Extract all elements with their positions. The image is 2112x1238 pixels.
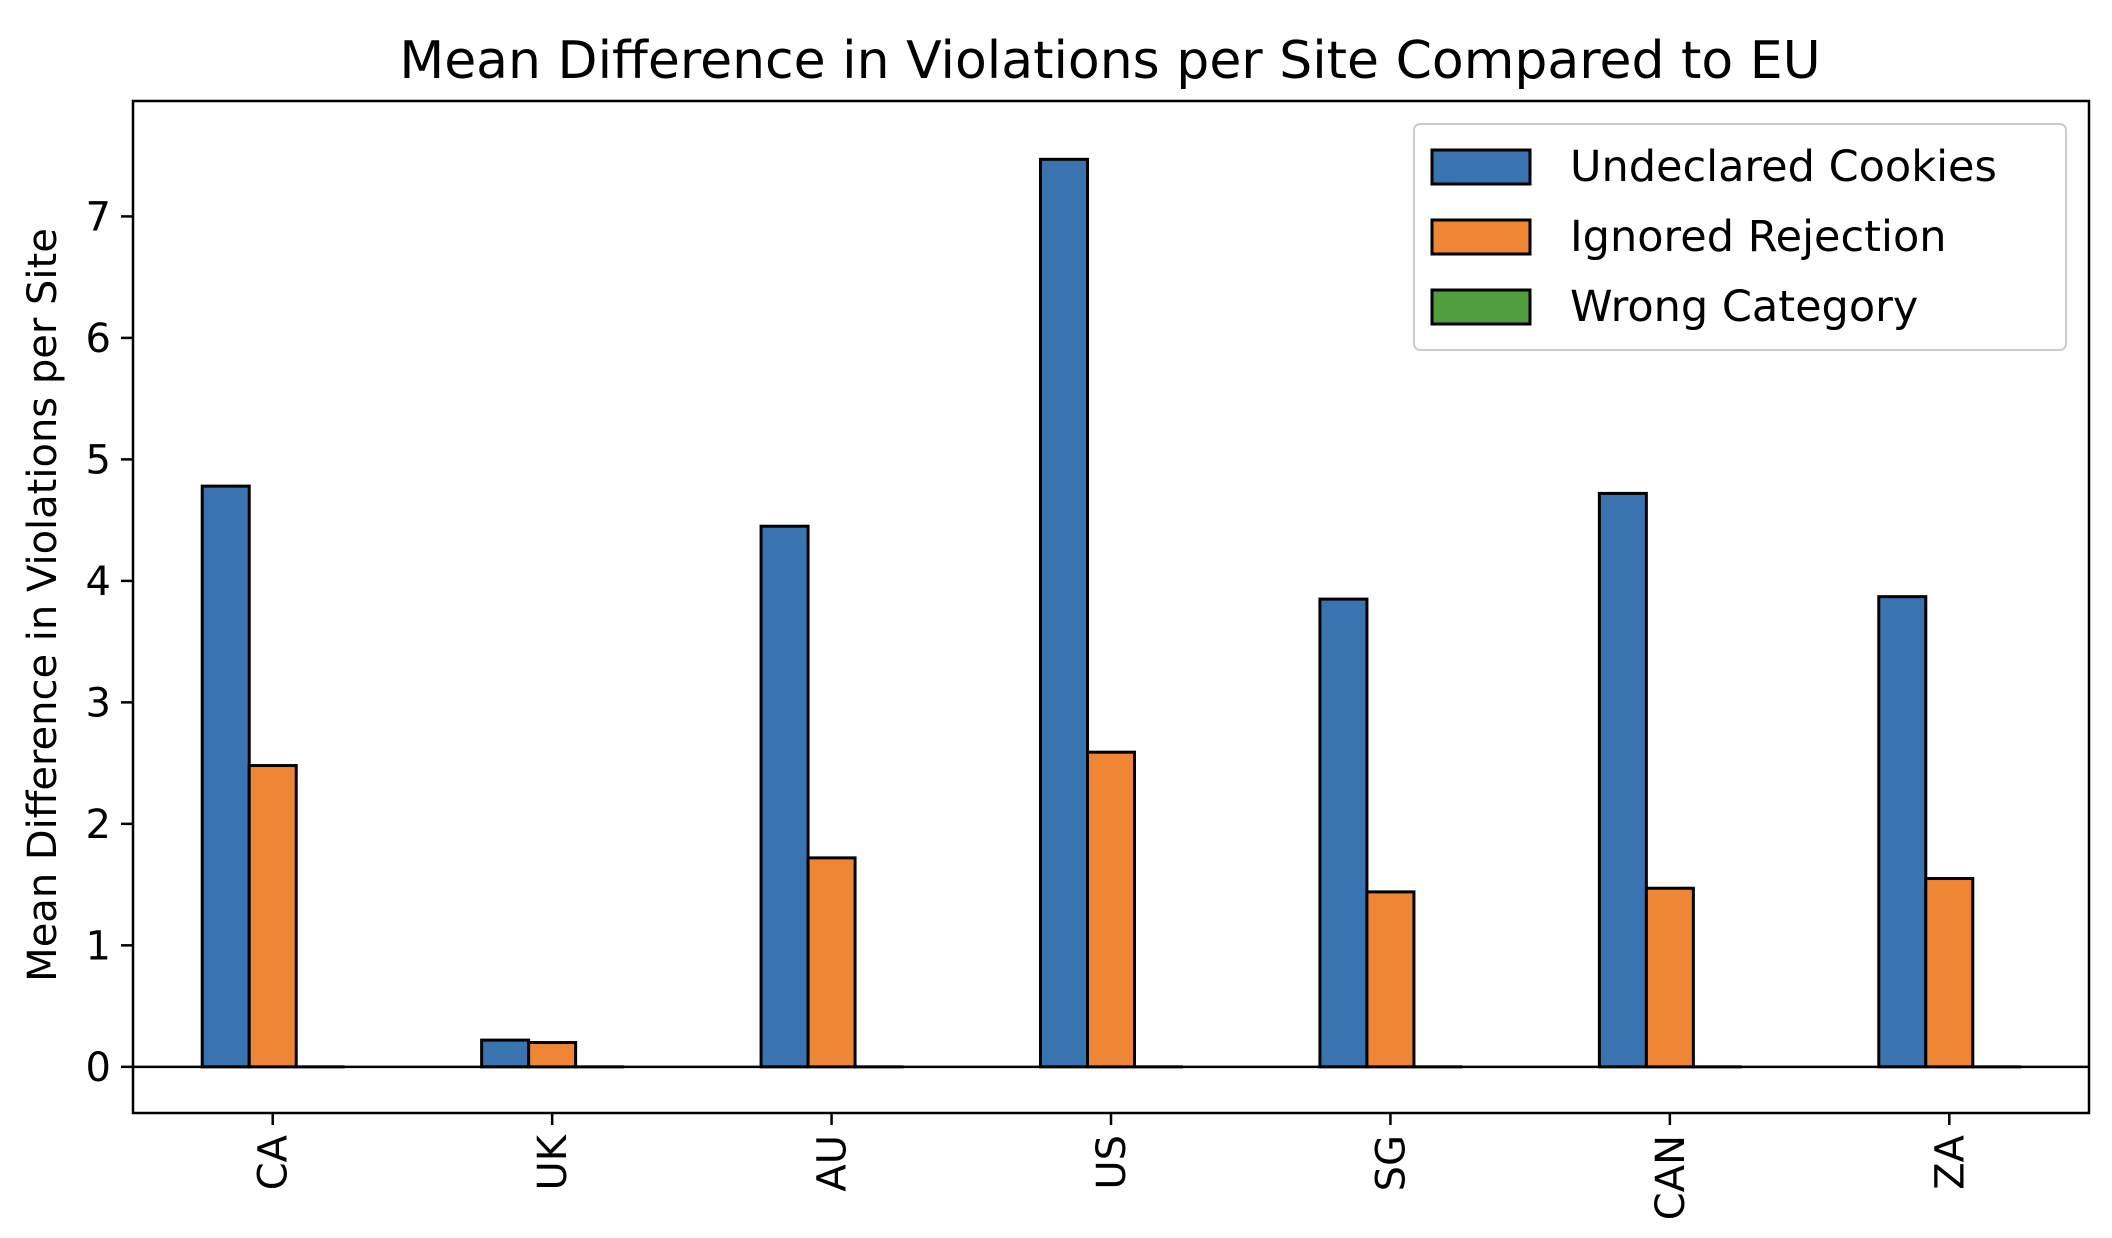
bar-undeclared-cookies-sg: [1320, 599, 1367, 1067]
bar-ignored-rejection-za: [1926, 879, 1973, 1067]
y-tick-label-7: 7: [86, 194, 111, 240]
bar-undeclared-cookies-au: [761, 526, 808, 1067]
bar-ignored-rejection-ca: [249, 766, 296, 1067]
legend-label-wrong-category: Wrong Category: [1570, 282, 1918, 332]
bar-ignored-rejection-au: [808, 858, 855, 1067]
bar-ignored-rejection-can: [1646, 888, 1693, 1067]
x-tick-label-uk: UK: [530, 1133, 576, 1190]
legend-label-undeclared-cookies: Undeclared Cookies: [1570, 142, 1997, 192]
y-tick-label-4: 4: [86, 559, 111, 605]
y-tick-label-1: 1: [86, 923, 111, 969]
y-tick-label-3: 3: [86, 680, 111, 726]
y-axis-label: Mean Difference in Violations per Site: [20, 228, 66, 982]
bar-ignored-rejection-sg: [1367, 892, 1414, 1067]
x-tick-label-au: AU: [810, 1135, 856, 1192]
x-tick-label-ca: CA: [251, 1134, 297, 1190]
y-tick-label-6: 6: [86, 316, 111, 362]
y-tick-label-2: 2: [86, 802, 111, 848]
legend-swatch-undeclared-cookies: [1432, 150, 1530, 184]
x-tick-label-us: US: [1089, 1135, 1135, 1190]
bar-ignored-rejection-uk: [529, 1043, 576, 1067]
bar-undeclared-cookies-za: [1879, 597, 1926, 1067]
legend-swatch-ignored-rejection: [1432, 220, 1530, 254]
chart-title: Mean Difference in Violations per Site C…: [399, 31, 1820, 91]
legend-label-ignored-rejection: Ignored Rejection: [1570, 212, 1947, 262]
legend: Undeclared Cookies Ignored Rejection Wrong…: [1414, 124, 2066, 350]
x-tick-label-sg: SG: [1368, 1135, 1414, 1191]
bar-undeclared-cookies-can: [1599, 493, 1646, 1066]
bar-undeclared-cookies-ca: [202, 486, 249, 1067]
x-tick-label-za: ZA: [1927, 1134, 1973, 1189]
y-tick-label-5: 5: [86, 437, 111, 483]
bar-ignored-rejection-us: [1088, 752, 1135, 1067]
y-tick-label-0: 0: [86, 1045, 111, 1091]
bar-undeclared-cookies-uk: [482, 1040, 529, 1067]
bar-undeclared-cookies-us: [1041, 159, 1088, 1067]
x-tick-label-can: CAN: [1648, 1135, 1694, 1220]
legend-swatch-wrong-category: [1432, 290, 1530, 324]
